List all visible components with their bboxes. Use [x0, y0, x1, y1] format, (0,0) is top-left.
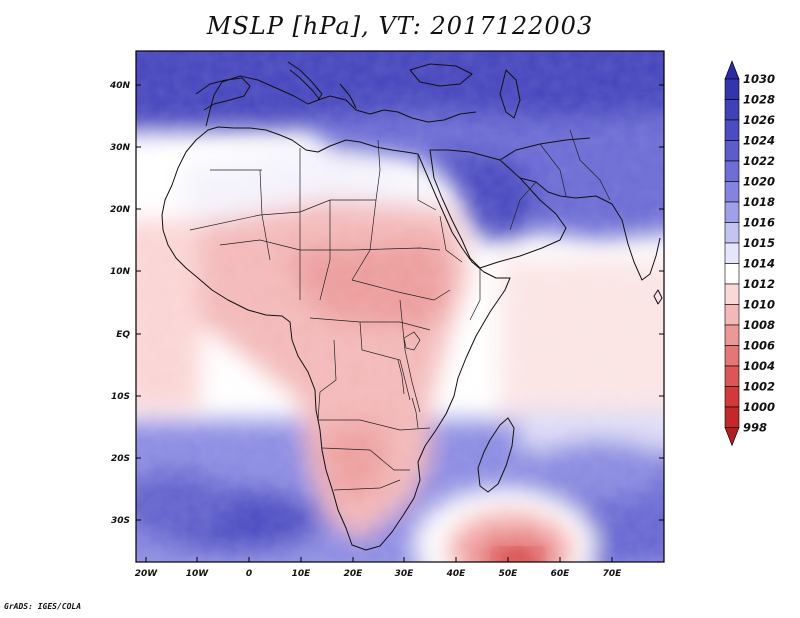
colorbar-label: 1006 — [743, 339, 775, 353]
colorbar-swatch — [724, 365, 740, 387]
lat-label-30n: 30N — [110, 143, 131, 153]
colorbar-label: 1026 — [743, 113, 775, 127]
lat-label-10n: 10N — [110, 267, 131, 277]
colorbar-swatch — [724, 119, 740, 141]
colorbar-label: 1024 — [743, 134, 775, 148]
colorbar-label: 1000 — [743, 400, 775, 414]
lon-label-0: 0 — [246, 569, 252, 579]
colorbar-swatch — [724, 304, 740, 326]
lon-label-70e: 70E — [603, 569, 623, 579]
colorbar-swatch — [724, 386, 740, 408]
colorbar-label: 1016 — [743, 216, 775, 230]
map-frame — [135, 50, 665, 563]
colorbar-swatch — [724, 406, 740, 428]
colorbar-label: 1022 — [743, 154, 775, 168]
lon-ticks — [145, 557, 613, 562]
lat-label-40n: 40N — [109, 81, 131, 91]
country-borders — [189, 129, 611, 491]
colorbar-swatch — [724, 324, 740, 346]
lon-label-20w: 20W — [135, 569, 159, 579]
lat-ticks — [136, 84, 664, 521]
colorbar-arrow-top — [724, 60, 740, 80]
coastlines — [161, 61, 663, 551]
lon-label-60e: 60E — [551, 569, 571, 579]
lon-label-50e: 50E — [499, 569, 519, 579]
colorbar-label: 1014 — [743, 257, 775, 271]
lon-label-30e: 30E — [395, 569, 415, 579]
colorbar-swatch — [724, 78, 740, 100]
colorbar-label: 1012 — [743, 277, 775, 291]
colorbar-swatch — [724, 263, 740, 285]
colorbar-label: 998 — [743, 421, 767, 435]
colorbar-swatch — [724, 283, 740, 305]
colorbar-label: 1004 — [743, 359, 775, 373]
colorbar-swatch — [724, 242, 740, 264]
colorbar-swatch — [724, 345, 740, 367]
colorbar-label: 1020 — [743, 175, 775, 189]
lat-label-20s: 20S — [111, 454, 130, 464]
lat-label-30s: 30S — [111, 516, 130, 526]
colorbar-swatch — [724, 222, 740, 244]
colorbar-swatch — [724, 201, 740, 223]
colorbar-swatch — [724, 160, 740, 182]
lon-label-10e: 10E — [292, 569, 312, 579]
colorbar-label: 1002 — [743, 380, 775, 394]
colorbar-label: 1028 — [743, 93, 775, 107]
colorbar: 1030 1028 1026 1024 1022 1020 1018 1016 1015 1014… — [724, 60, 775, 447]
colorbar-swatch — [724, 140, 740, 162]
lon-label-10w: 10W — [186, 569, 210, 579]
colorbar-label: 1015 — [743, 236, 775, 250]
grads-credit: GrADS: IGES/COLA — [4, 602, 82, 611]
lon-label-40e: 40E — [446, 569, 467, 579]
map-title: MSLP [hPa], VT: 2017122003 — [206, 12, 594, 40]
colorbar-swatch — [724, 181, 740, 203]
colorbar-label: 1018 — [743, 195, 775, 209]
colorbar-label: 1010 — [743, 298, 775, 312]
colorbar-label: 1008 — [743, 318, 775, 332]
colorbar-swatch — [724, 99, 740, 121]
lat-label-10s: 10S — [111, 392, 130, 402]
lat-label-eq: EQ — [116, 330, 130, 340]
lon-label-20e: 20E — [344, 569, 364, 579]
colorbar-label: 1030 — [743, 72, 775, 86]
colorbar-arrow-bottom — [724, 427, 740, 447]
pressure-field — [136, 51, 664, 562]
lat-label-20n: 20N — [110, 205, 131, 215]
